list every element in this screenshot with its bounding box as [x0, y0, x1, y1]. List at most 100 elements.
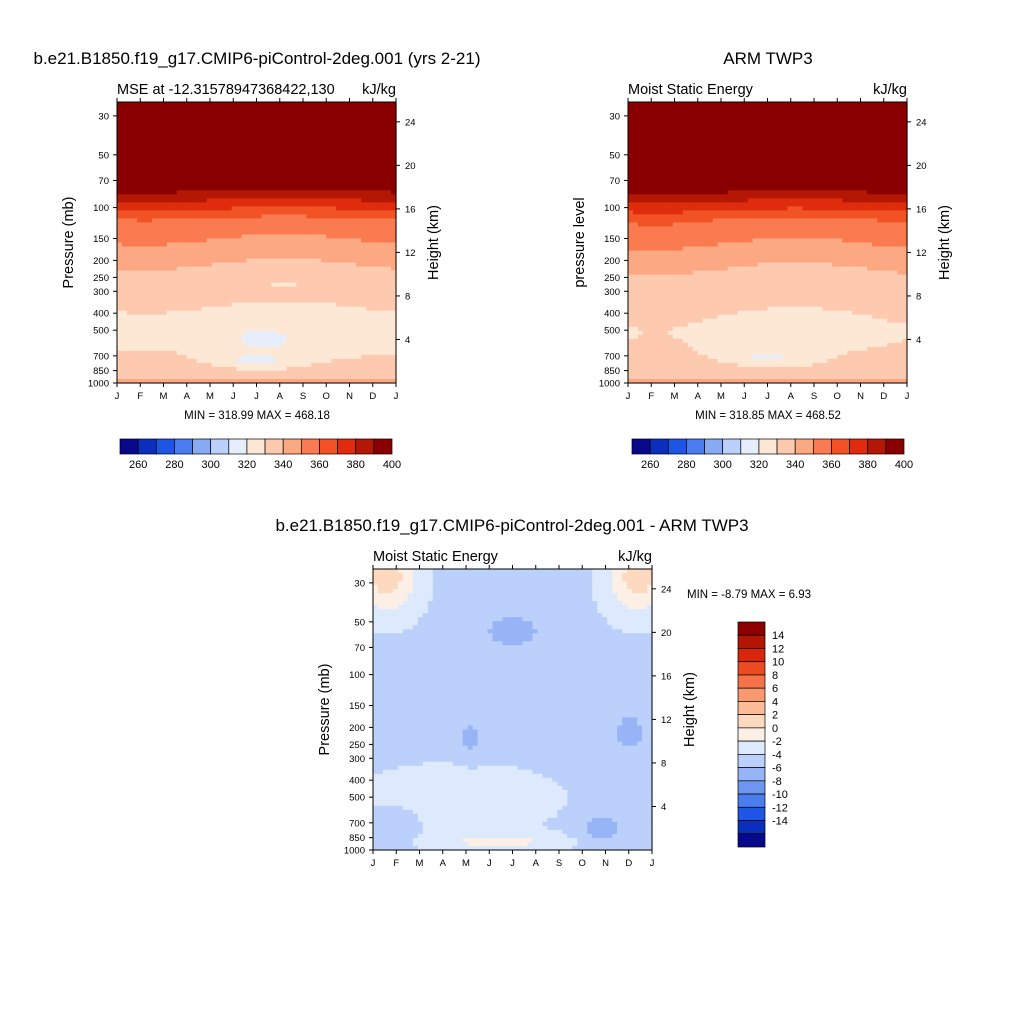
model-heatmap-cell: [176, 206, 183, 211]
model-heatmap-cell: [331, 306, 337, 312]
obs-heatmap-cell: [652, 162, 659, 167]
model-heatmap-cell: [346, 330, 352, 336]
model-heatmap-cell: [281, 342, 287, 348]
model-heatmap-cell: [371, 214, 377, 220]
model-heatmap-cell: [221, 290, 228, 296]
model-heatmap-cell: [166, 282, 173, 288]
model-heatmap-cell: [176, 302, 183, 308]
model-heatmap-cell: [131, 158, 138, 163]
model-heatmap-cell: [191, 130, 198, 135]
model-heatmap-cell: [311, 258, 317, 264]
model-heatmap-cell: [226, 262, 233, 268]
model-heatmap-cell: [241, 234, 248, 240]
model-heatmap-cell: [171, 254, 178, 260]
model-heatmap-cell: [161, 290, 168, 296]
model-heatmap-cell: [286, 366, 292, 372]
model-heatmap-cell: [246, 122, 253, 127]
model-heatmap-cell: [141, 358, 148, 364]
obs-heatmap-cell: [687, 130, 694, 135]
model-heatmap-cell: [121, 326, 128, 332]
model-heatmap-cell: [117, 238, 123, 244]
model-heatmap-cell: [181, 262, 188, 268]
model-heatmap-cell: [226, 110, 233, 115]
obs-heatmap-cell: [642, 102, 649, 107]
model-heatmap-cell: [301, 126, 307, 131]
model-heatmap-cell: [346, 290, 352, 296]
model-heatmap-cell: [316, 326, 322, 332]
model-heatmap-cell: [136, 250, 143, 256]
model-heatmap-cell: [251, 162, 258, 167]
model-heatmap-cell: [216, 246, 223, 252]
model-heatmap-cell: [206, 158, 213, 163]
model-heatmap-cell: [306, 130, 312, 135]
model-heatmap-cell: [216, 106, 223, 111]
model-heatmap-cell: [201, 146, 208, 151]
model-heatmap-cell: [326, 190, 332, 195]
model-heatmap-cell: [301, 134, 307, 139]
model-heatmap-cell: [256, 314, 263, 320]
model-heatmap-cell: [376, 354, 382, 360]
obs-heatmap-cell: [692, 138, 699, 143]
model-heatmap-cell: [176, 258, 183, 264]
obs-heatmap-cell: [812, 102, 818, 107]
model-heatmap-cell: [276, 314, 283, 320]
model-heatmap-cell: [117, 362, 123, 368]
model-heatmap-cell: [211, 230, 218, 236]
model-heatmap-cell: [271, 230, 278, 236]
model-heatmap-cell: [201, 310, 208, 316]
model-heatmap-cell: [146, 230, 153, 236]
model-heatmap-cell: [236, 338, 243, 344]
model-heatmap-cell: [326, 210, 332, 215]
model-heatmap-cell: [226, 162, 233, 167]
model-heatmap-cell: [291, 298, 297, 304]
model-heatmap-cell: [371, 346, 377, 352]
model-heatmap-cell: [391, 290, 397, 296]
obs-heatmap-cell: [662, 146, 669, 151]
obs-heatmap-cell: [667, 146, 674, 151]
model-heatmap-cell: [121, 218, 128, 224]
model-heatmap-cell: [226, 298, 233, 304]
obs-heatmap-cell: [822, 102, 828, 107]
obs-heatmap-cell: [657, 146, 664, 151]
model-heatmap-cell: [291, 274, 297, 280]
model-heatmap-cell: [141, 270, 148, 276]
obs-heatmap-cell: [717, 126, 724, 131]
model-heatmap-cell: [117, 146, 123, 151]
model-heatmap-cell: [166, 314, 173, 320]
model-heatmap-cell: [161, 354, 168, 360]
model-heatmap-cell: [311, 290, 317, 296]
model-heatmap-cell: [261, 130, 268, 135]
model-heatmap-cell: [261, 346, 268, 352]
obs-heatmap-cell: [792, 158, 798, 163]
model-heatmap-cell: [296, 122, 302, 127]
model-heatmap-cell: [176, 278, 183, 284]
model-heatmap-cell: [161, 358, 168, 364]
model-heatmap-cell: [231, 250, 238, 256]
model-heatmap-cell: [311, 130, 317, 135]
model-heatmap-cell: [366, 202, 372, 207]
model-heatmap-cell: [211, 122, 218, 127]
model-heatmap-cell: [151, 258, 158, 264]
model-heatmap-cell: [316, 118, 322, 123]
model-heatmap-cell: [146, 130, 153, 135]
obs-heatmap-cell: [842, 106, 848, 111]
obs-heatmap-cell: [732, 158, 739, 163]
model-heatmap-cell: [271, 362, 278, 368]
obs-heatmap-cell: [882, 122, 888, 127]
model-heatmap-cell: [361, 294, 367, 300]
model-heatmap-cell: [391, 190, 397, 195]
model-heatmap-cell: [251, 298, 258, 304]
obs-heatmap-cell: [742, 158, 749, 163]
model-heatmap-cell: [306, 242, 312, 248]
model-heatmap-cell: [241, 338, 248, 344]
model-heatmap-cell: [121, 250, 128, 256]
model-heatmap-cell: [216, 138, 223, 143]
model-heatmap-cell: [266, 238, 273, 244]
model-heatmap-cell: [246, 134, 253, 139]
model-heatmap-cell: [151, 378, 158, 384]
model-heatmap-cell: [131, 322, 138, 328]
model-heatmap-cell: [331, 170, 337, 175]
model-heatmap-cell: [226, 274, 233, 280]
model-heatmap-cell: [261, 354, 268, 360]
obs-heatmap-cell: [812, 162, 818, 167]
